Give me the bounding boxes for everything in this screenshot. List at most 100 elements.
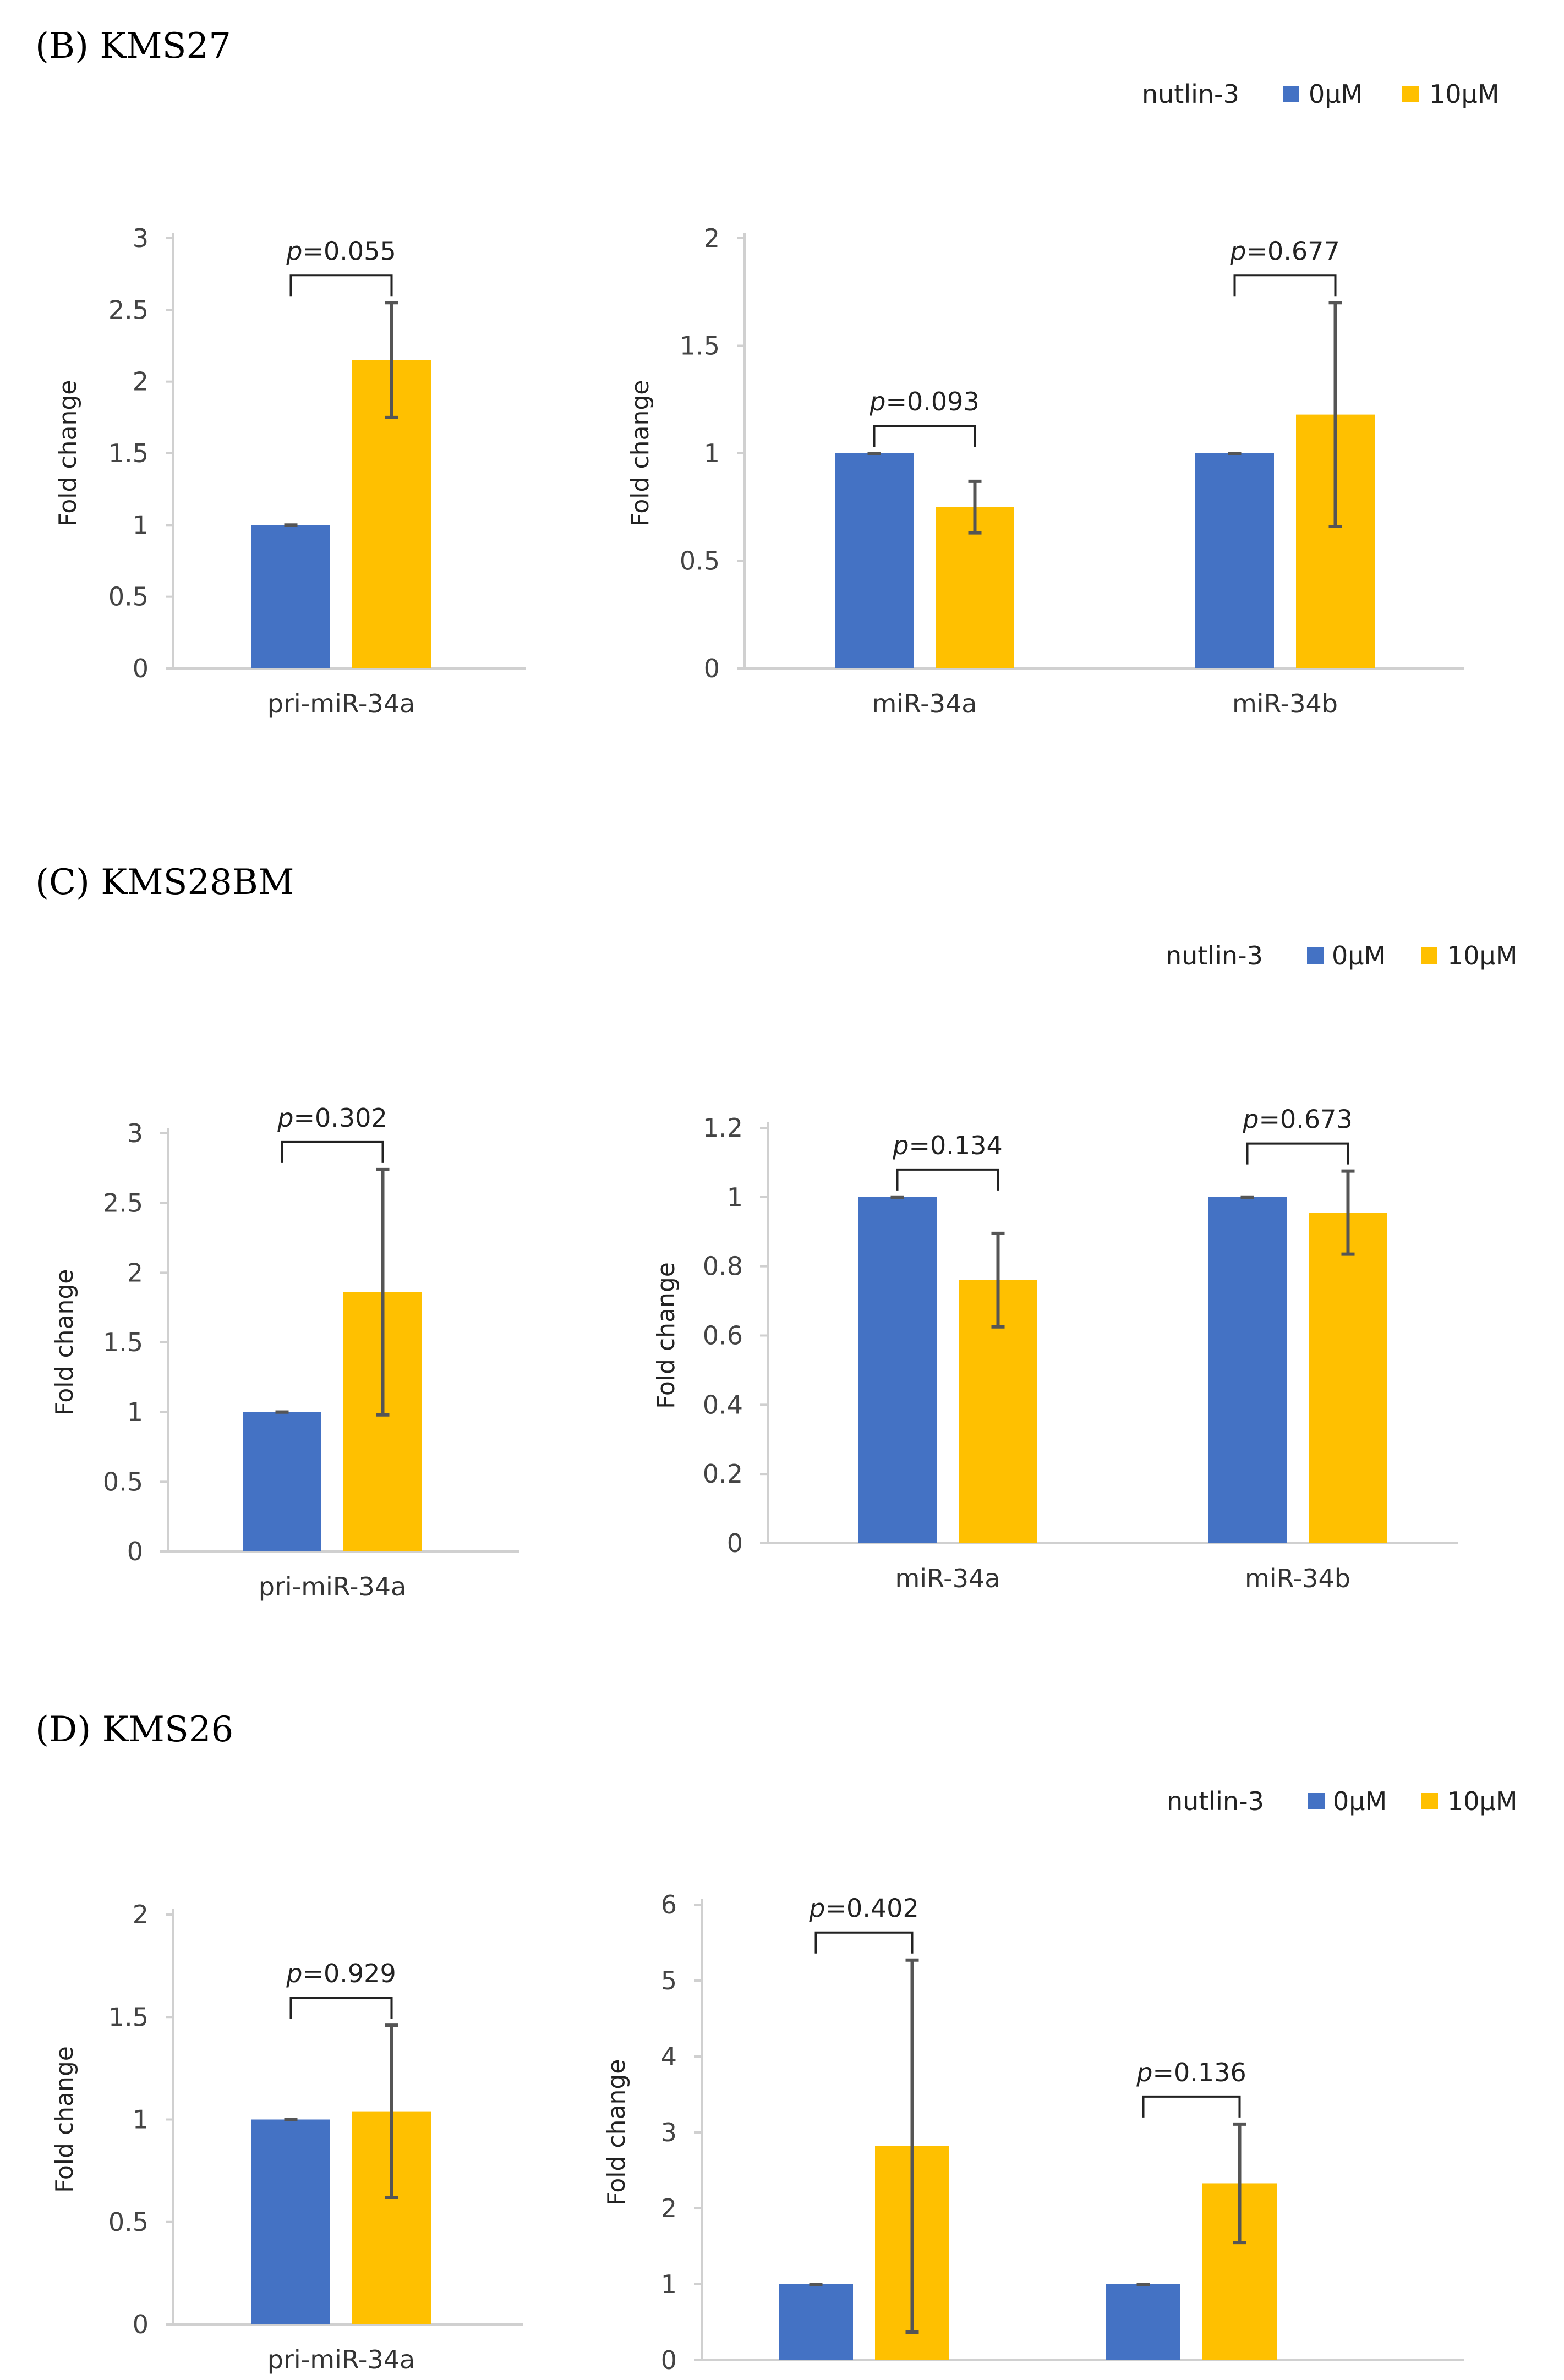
panel-heading-d: (D) KMS26 xyxy=(35,1709,233,1750)
p-symbol: p xyxy=(808,1894,825,1923)
legend-title: nutlin-3 xyxy=(1166,941,1263,970)
legend-c: nutlin-3 0µM 10µM xyxy=(1166,941,1518,970)
p-symbol: p xyxy=(277,1103,293,1133)
y-tick-label: 0 xyxy=(133,654,149,683)
legend-b: nutlin-3 0µM 10µM xyxy=(1142,79,1500,109)
y-tick-label: 2 xyxy=(661,2193,677,2223)
legend-swatch-10um xyxy=(1421,1793,1438,1809)
bar-miR-34b-0um xyxy=(1208,1197,1287,1543)
y-tick-label: 0 xyxy=(704,654,720,683)
chart-1: 0 0.5 1 1.5 2 2.5 3 Fold change pri-miR-34a p=0.0… xyxy=(54,223,526,719)
p-symbol: p xyxy=(1229,236,1246,266)
y-axis-label: Fold change xyxy=(603,2059,631,2206)
chart-4: 0 0.2 0.4 0.6 0.8 1 1.2 Fold change miR-34a p=0.1… xyxy=(652,1105,1458,1593)
y-tick-label: 1 xyxy=(133,510,149,540)
legend-title: nutlin-3 xyxy=(1167,1786,1264,1816)
y-tick-label: 4 xyxy=(661,2042,677,2071)
bar-miR-34b-10um xyxy=(1309,1213,1387,1543)
y-tick-label: 0.6 xyxy=(703,1321,743,1351)
p-value-label: p=0.402 xyxy=(808,1894,918,1923)
y-tick-label: 2.5 xyxy=(103,1188,143,1218)
y-tick-label: 3 xyxy=(133,223,149,253)
category-label: miR-34b xyxy=(1245,1564,1350,1593)
p-value-label: p=0.093 xyxy=(869,387,979,416)
bar-pri-miR-34a-0um xyxy=(243,1412,321,1551)
p-symbol: p xyxy=(892,1131,909,1160)
p-symbol: p xyxy=(1242,1105,1259,1134)
y-tick-label: 0 xyxy=(727,1528,743,1558)
category-label: miR-34a xyxy=(895,1564,1000,1593)
p-symbol: p xyxy=(286,236,302,266)
significance-bracket xyxy=(1233,274,1337,297)
chart-5: 0 0.5 1 1.5 2 Fold change pri-miR-34a p=0.929 xyxy=(51,1900,523,2374)
significance-bracket xyxy=(281,1140,384,1163)
y-tick-label: 1 xyxy=(661,2269,677,2299)
category-label: pri-miR-34a xyxy=(259,1572,407,1602)
y-axis-label: Fold change xyxy=(54,380,82,527)
legend-swatch-0um xyxy=(1307,947,1324,964)
category-label: pri-miR-34a xyxy=(267,689,415,719)
chart-3: 0 0.5 1 1.5 2 2.5 3 Fold change pri-miR-34a p=0.3… xyxy=(51,1103,519,1602)
panel-heading-c: (C) KMS28BM xyxy=(35,862,294,903)
legend-label-0um: 0µM xyxy=(1333,1786,1387,1816)
y-tick-label: 0.5 xyxy=(108,582,149,612)
legend-swatch-10um xyxy=(1421,947,1437,964)
bar-miR-34b-0um xyxy=(1195,453,1274,668)
y-tick-label: 0.5 xyxy=(108,2207,149,2237)
y-tick-label: 1.5 xyxy=(108,438,149,468)
p-value-label: p=0.673 xyxy=(1242,1105,1352,1134)
y-tick-label: 2 xyxy=(127,1258,143,1287)
y-axis-label: Fold change xyxy=(51,2046,79,2193)
category-label: pri-miR-34a xyxy=(267,2345,415,2374)
y-tick-label: 0.2 xyxy=(703,1459,743,1489)
bar-pri-miR-34a-0um xyxy=(251,525,330,668)
legend-label-10um: 10µM xyxy=(1429,79,1500,109)
bar-miR-34a-0um xyxy=(835,453,914,668)
y-axis-label: Fold change xyxy=(652,1262,680,1409)
p-value-label: p=0.677 xyxy=(1229,236,1339,266)
significance-bracket xyxy=(896,1168,999,1191)
y-tick-label: 1.2 xyxy=(703,1113,743,1143)
y-tick-label: 2 xyxy=(133,1900,149,1929)
p-value-label: p=0.929 xyxy=(286,1959,396,1988)
legend-d: nutlin-3 0µM 10µM xyxy=(1167,1786,1518,1816)
y-tick-label: 0.4 xyxy=(703,1390,743,1419)
y-tick-label: 1.5 xyxy=(103,1328,143,1357)
p-symbol: p xyxy=(1136,2058,1152,2087)
y-tick-label: 1 xyxy=(127,1397,143,1427)
bar-miR-34a-0um xyxy=(858,1197,937,1543)
y-axis-label: Fold change xyxy=(51,1269,79,1416)
p-symbol: p xyxy=(286,1959,302,1988)
legend-swatch-0um xyxy=(1283,86,1299,102)
y-tick-label: 6 xyxy=(661,1890,677,1920)
panel-heading-b: (B) KMS27 xyxy=(35,26,231,67)
p-value-label: p=0.134 xyxy=(892,1131,1002,1160)
y-axis-label: Fold change xyxy=(626,380,654,527)
significance-bracket xyxy=(289,274,393,297)
y-tick-label: 3 xyxy=(127,1118,143,1148)
bar-miR-34b-0um xyxy=(1106,2284,1180,2360)
legend-title: nutlin-3 xyxy=(1142,79,1239,109)
y-tick-label: 2 xyxy=(133,367,149,397)
legend-label-0um: 0µM xyxy=(1332,941,1386,970)
y-tick-label: 5 xyxy=(661,1966,677,1995)
legend-swatch-10um xyxy=(1402,86,1419,102)
y-tick-label: 1 xyxy=(704,438,720,468)
y-tick-label: 0.8 xyxy=(703,1252,743,1281)
y-tick-label: 2.5 xyxy=(108,295,149,325)
y-tick-label: 1.5 xyxy=(108,2002,149,2032)
category-label: miR-34a xyxy=(872,689,977,719)
category-label: miR-34b xyxy=(1232,689,1338,719)
y-tick-label: 0.5 xyxy=(680,546,720,576)
charts: 0 0.5 1 1.5 2 2.5 3 Fold change pri-miR-34a p=0.0… xyxy=(51,223,1464,2375)
legend-label-10um: 10µM xyxy=(1447,941,1518,970)
y-tick-label: 1.5 xyxy=(680,331,720,361)
y-tick-label: 2 xyxy=(704,223,720,253)
significance-bracket xyxy=(1142,2095,1241,2118)
bar-miR-34a-0um xyxy=(779,2284,853,2360)
legend-label-0um: 0µM xyxy=(1309,79,1363,109)
legend-swatch-0um xyxy=(1308,1793,1325,1809)
significance-bracket xyxy=(1246,1142,1349,1165)
